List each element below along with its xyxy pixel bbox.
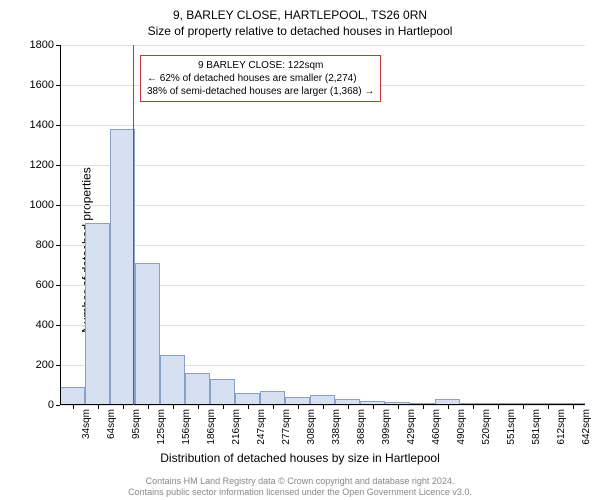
x-tick-mark: [548, 405, 549, 409]
histogram-bar: [185, 373, 210, 405]
x-tick-label: 186sqm: [204, 409, 217, 445]
x-tick-mark: [123, 405, 124, 409]
x-tick-mark: [73, 405, 74, 409]
x-tick-mark: [473, 405, 474, 409]
y-axis-line: [60, 45, 61, 405]
grid-line: [60, 245, 585, 246]
histogram-bar: [160, 355, 185, 405]
annotation-box: 9 BARLEY CLOSE: 122sqm← 62% of detached …: [140, 55, 381, 102]
y-tick-mark: [56, 405, 60, 406]
x-axis-label: Distribution of detached houses by size …: [0, 451, 600, 465]
x-tick-mark: [573, 405, 574, 409]
histogram-bar: [110, 129, 135, 405]
histogram-bar: [135, 263, 160, 405]
x-axis-line: [60, 404, 585, 405]
x-tick-label: 581sqm: [529, 409, 542, 445]
plot-area: 02004006008001000120014001600180034sqm64…: [60, 45, 585, 405]
grid-line: [60, 205, 585, 206]
x-tick-mark: [223, 405, 224, 409]
x-tick-mark: [298, 405, 299, 409]
x-tick-mark: [498, 405, 499, 409]
x-tick-label: 308sqm: [304, 409, 317, 445]
footer-text: Contains HM Land Registry data © Crown c…: [0, 476, 600, 498]
x-tick-label: 156sqm: [179, 409, 192, 445]
x-tick-mark: [523, 405, 524, 409]
x-tick-label: 34sqm: [79, 409, 92, 439]
marker-line: [133, 45, 134, 405]
x-tick-mark: [423, 405, 424, 409]
grid-line: [60, 125, 585, 126]
footer-line-2: Contains public sector information licen…: [0, 487, 600, 498]
x-tick-mark: [148, 405, 149, 409]
annotation-line: 38% of semi-detached houses are larger (…: [147, 85, 374, 98]
x-tick-label: 460sqm: [429, 409, 442, 445]
x-tick-mark: [248, 405, 249, 409]
chart-title-1: 9, BARLEY CLOSE, HARTLEPOOL, TS26 0RN: [0, 8, 600, 22]
x-tick-label: 612sqm: [554, 409, 567, 445]
annotation-line: 9 BARLEY CLOSE: 122sqm: [147, 59, 374, 72]
histogram-bar: [260, 391, 285, 405]
x-tick-label: 642sqm: [579, 409, 592, 445]
x-tick-label: 551sqm: [504, 409, 517, 445]
x-tick-label: 399sqm: [379, 409, 392, 445]
chart-container: 9, BARLEY CLOSE, HARTLEPOOL, TS26 0RN Si…: [0, 0, 600, 500]
x-tick-label: 216sqm: [229, 409, 242, 445]
x-tick-label: 64sqm: [104, 409, 117, 439]
x-tick-label: 247sqm: [254, 409, 267, 445]
x-tick-mark: [448, 405, 449, 409]
x-tick-label: 490sqm: [454, 409, 467, 445]
annotation-line: ← 62% of detached houses are smaller (2,…: [147, 72, 374, 85]
x-tick-label: 338sqm: [329, 409, 342, 445]
x-tick-mark: [198, 405, 199, 409]
x-tick-mark: [173, 405, 174, 409]
grid-line: [60, 45, 585, 46]
x-tick-mark: [323, 405, 324, 409]
x-tick-mark: [273, 405, 274, 409]
x-tick-mark: [398, 405, 399, 409]
x-tick-label: 520sqm: [479, 409, 492, 445]
x-tick-label: 368sqm: [354, 409, 367, 445]
histogram-bar: [210, 379, 235, 405]
grid-line: [60, 165, 585, 166]
histogram-bar: [85, 223, 110, 405]
x-tick-label: 95sqm: [129, 409, 142, 439]
x-tick-label: 125sqm: [154, 409, 167, 445]
x-tick-mark: [98, 405, 99, 409]
x-tick-label: 429sqm: [404, 409, 417, 445]
x-tick-mark: [348, 405, 349, 409]
chart-title-2: Size of property relative to detached ho…: [0, 24, 600, 38]
x-tick-mark: [373, 405, 374, 409]
x-tick-label: 277sqm: [279, 409, 292, 445]
histogram-bar: [60, 387, 85, 405]
footer-line-1: Contains HM Land Registry data © Crown c…: [0, 476, 600, 487]
